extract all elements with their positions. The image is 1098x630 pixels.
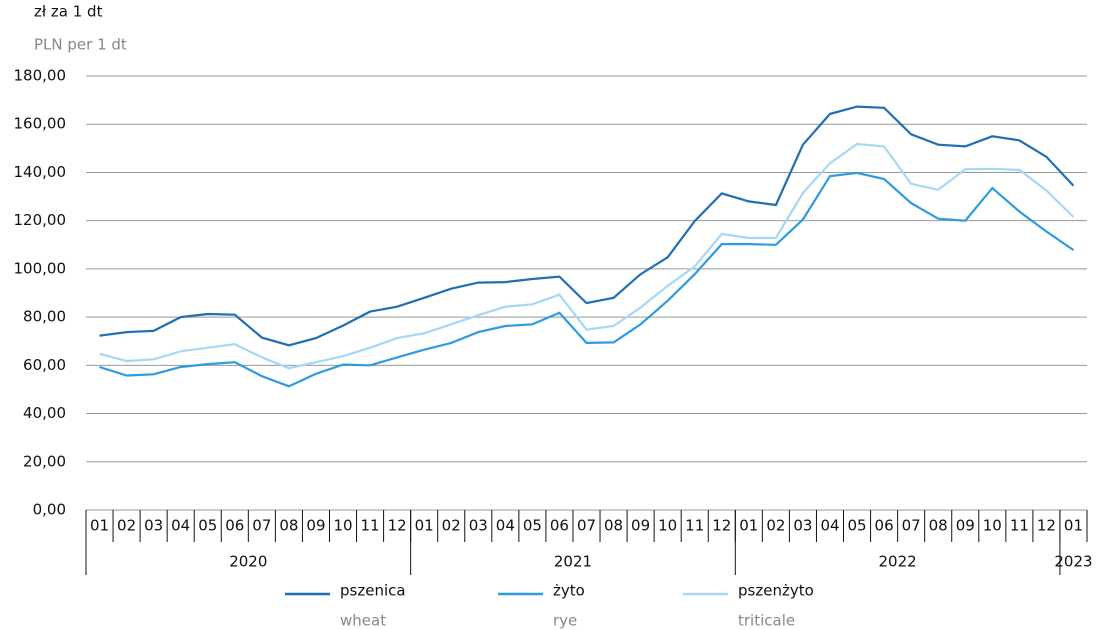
legend-label-en: triticale <box>738 612 795 630</box>
x-tick-label: 10 <box>333 517 352 535</box>
x-tick-label: 07 <box>252 517 271 535</box>
x-tick-label: 05 <box>523 517 542 535</box>
x-tick-label: 11 <box>1010 517 1029 535</box>
x-tick-label: 11 <box>361 517 380 535</box>
x-tick-label: 11 <box>685 517 704 535</box>
x-tick-label: 12 <box>712 517 731 535</box>
y-tick-label: 20,00 <box>23 452 66 470</box>
x-tick-label: 09 <box>306 517 325 535</box>
y-tick-label: 60,00 <box>23 356 66 374</box>
x-group-label: 2020 <box>229 553 267 571</box>
x-tick-label: 04 <box>171 517 190 535</box>
x-tick-label: 09 <box>631 517 650 535</box>
x-group-label: 2021 <box>554 553 592 571</box>
y-label-en: PLN per 1 dt <box>34 36 127 54</box>
legend-label: pszenica <box>340 582 406 600</box>
series-line <box>99 105 1075 347</box>
series-line <box>99 171 1075 388</box>
y-tick-label: 80,00 <box>23 308 66 326</box>
x-tick-label: 08 <box>929 517 948 535</box>
legend-label-en: rye <box>553 612 577 630</box>
x-tick-label: 07 <box>902 517 921 535</box>
y-tick-label: 140,00 <box>14 163 67 181</box>
y-label: zł za 1 dt <box>34 3 103 21</box>
x-tick-label: 12 <box>388 517 407 535</box>
x-group-label: 2022 <box>879 553 917 571</box>
y-tick-label: 160,00 <box>14 115 67 133</box>
x-tick-label: 01 <box>415 517 434 535</box>
x-tick-label: 01 <box>1064 517 1083 535</box>
x-tick-label: 03 <box>469 517 488 535</box>
x-tick-label: 05 <box>847 517 866 535</box>
x-tick-label: 02 <box>766 517 785 535</box>
x-tick-label: 02 <box>117 517 136 535</box>
x-tick-label: 03 <box>144 517 163 535</box>
x-tick-label: 09 <box>956 517 975 535</box>
x-tick-label: 01 <box>739 517 758 535</box>
y-tick-label: 120,00 <box>14 211 67 229</box>
series-line <box>99 142 1075 370</box>
x-tick-label: 08 <box>604 517 623 535</box>
x-tick-label: 04 <box>496 517 515 535</box>
y-tick-label: 0,00 <box>33 501 66 519</box>
legend-label: żyto <box>553 582 585 600</box>
x-tick-label: 10 <box>658 517 677 535</box>
x-tick-label: 12 <box>1037 517 1056 535</box>
legend-label-en: wheat <box>340 612 386 630</box>
x-tick-label: 08 <box>279 517 298 535</box>
x-tick-label: 01 <box>90 517 109 535</box>
legend-label: pszenżyto <box>738 582 814 600</box>
y-tick-label: 180,00 <box>14 67 67 85</box>
x-tick-label: 06 <box>875 517 894 535</box>
x-tick-label: 06 <box>550 517 569 535</box>
y-tick-label: 40,00 <box>23 404 66 422</box>
x-tick-label: 10 <box>983 517 1002 535</box>
x-tick-label: 04 <box>820 517 839 535</box>
x-tick-label: 03 <box>793 517 812 535</box>
x-group-label: 2023 <box>1054 553 1092 571</box>
x-tick-label: 06 <box>225 517 244 535</box>
x-tick-label: 07 <box>577 517 596 535</box>
x-tick-label: 05 <box>198 517 217 535</box>
x-tick-label: 02 <box>442 517 461 535</box>
y-tick-label: 100,00 <box>14 259 67 277</box>
